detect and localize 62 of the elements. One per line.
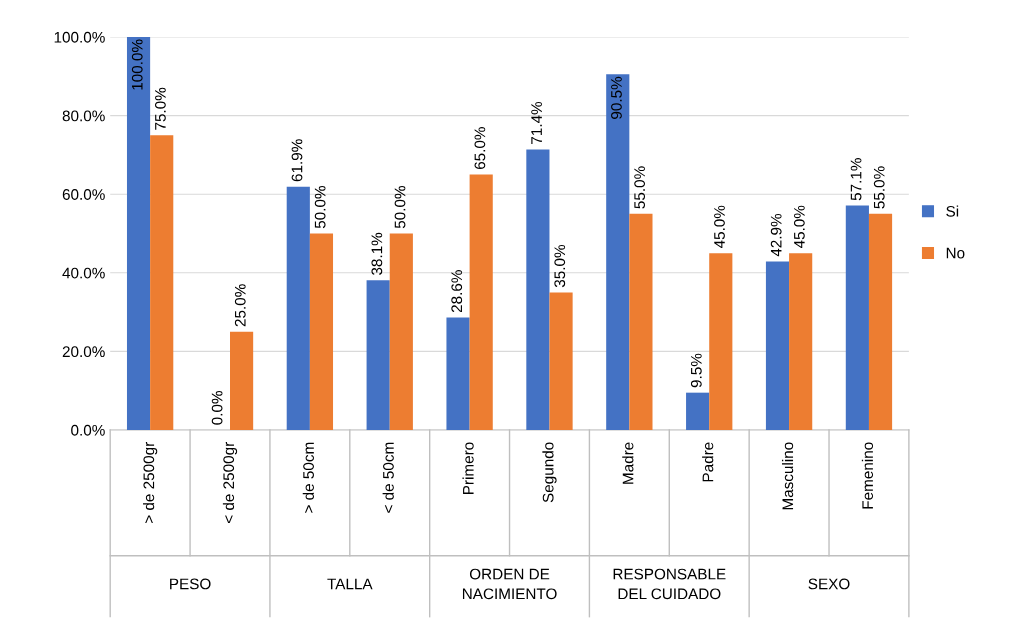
bar — [868, 213, 893, 430]
bar — [150, 135, 174, 430]
bar — [230, 331, 254, 430]
data-label: 45.0% — [714, 205, 725, 249]
data-label: 57.1% — [850, 158, 862, 201]
text: PESO — [170, 578, 211, 590]
text: ORDEN DE NACIMIENTO — [462, 568, 557, 600]
bar — [789, 253, 813, 430]
data-label: 71.4% — [531, 101, 542, 144]
data-label: 0.0% — [211, 391, 223, 425]
text: RESPONSABLE DEL CUIDADO — [613, 568, 726, 600]
y-tick-label: 20.0% — [62, 346, 105, 358]
bar — [389, 233, 413, 430]
bar — [446, 317, 470, 430]
y-tick-label: 80.0% — [62, 110, 105, 122]
x-tick-label: < de 2500gr — [222, 442, 238, 524]
data-label: 61.9% — [291, 139, 303, 182]
text: TALLA — [327, 578, 373, 590]
bar — [845, 205, 869, 430]
bar — [765, 261, 790, 430]
y-tick-label: 100.0% — [54, 31, 105, 43]
y-tick-label: 60.0% — [62, 189, 105, 200]
x-tick-label: > de 2500gr — [143, 442, 158, 524]
x-tick-label: Femenino — [861, 442, 874, 509]
x-tick-label: Primero — [462, 442, 474, 495]
y-tick-label: 40.0% — [62, 267, 105, 279]
data-label: 9.5% — [690, 353, 702, 388]
x-tick-label: < de 50cm — [382, 442, 394, 513]
x-tick-label: > de 50cm — [302, 442, 314, 513]
bar — [366, 280, 390, 430]
data-label: 65.0% — [474, 127, 486, 170]
data-label: 42.9% — [770, 213, 782, 257]
data-label: 55.0% — [873, 166, 885, 209]
data-label: 25.0% — [234, 284, 246, 327]
y-tick-label: 0.0% — [71, 424, 105, 436]
x-tick-label: Padre — [702, 442, 714, 482]
bar — [309, 233, 334, 430]
data-label: 90.5% — [611, 76, 622, 119]
text: SEXO — [808, 578, 850, 590]
bar — [686, 392, 710, 430]
bar — [286, 186, 310, 430]
x-tick-label: Madre — [622, 442, 634, 484]
bar — [629, 213, 653, 430]
bar — [549, 292, 573, 430]
data-label: 35.0% — [554, 244, 566, 288]
legend-label: No — [946, 247, 965, 259]
data-label: 50.0% — [314, 186, 326, 229]
data-label: 38.1% — [371, 232, 383, 275]
bar — [709, 253, 733, 430]
legend-label: Si — [946, 205, 959, 217]
data-label: 100.0% — [131, 39, 143, 90]
data-label: 28.6% — [451, 270, 463, 313]
x-tick-label: Segundo — [542, 442, 557, 503]
bar — [606, 74, 630, 430]
bar — [126, 37, 151, 430]
bar — [469, 174, 493, 430]
bar — [526, 149, 550, 430]
x-tick-label: Masculino — [781, 442, 794, 510]
data-label: 75.0% — [155, 87, 166, 130]
data-label: 55.0% — [634, 166, 646, 209]
data-label: 45.0% — [793, 205, 805, 249]
data-label: 50.0% — [394, 186, 406, 229]
